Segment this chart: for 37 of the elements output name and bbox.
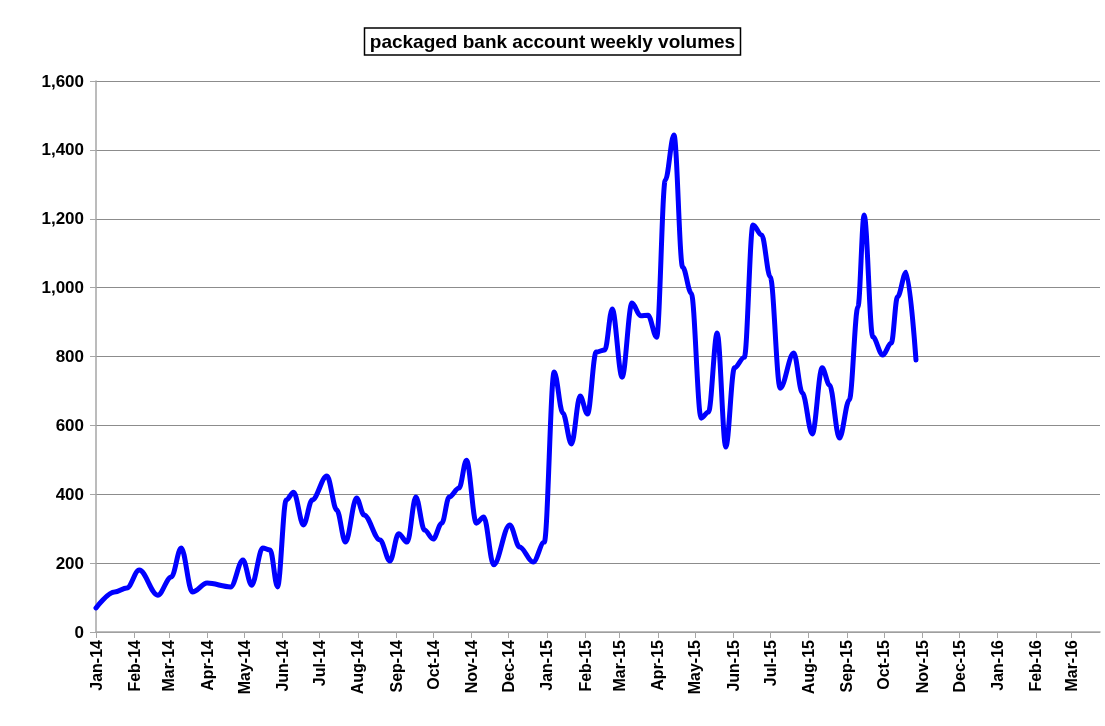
x-tick-label: Feb-15	[576, 639, 594, 692]
y-tick-label: 400	[55, 484, 84, 504]
x-tick-label: Nov-14	[462, 639, 480, 694]
x-tick-label: Dec-14	[499, 639, 517, 693]
x-tick-label: Feb-16	[1027, 639, 1045, 692]
x-tick-label: Jul-14	[311, 639, 329, 687]
x-tick-label: Dec-15	[950, 639, 968, 693]
y-tick-label: 600	[55, 415, 84, 435]
x-tick-label: Jan-15	[538, 639, 556, 691]
x-tick-label: Jun-14	[273, 639, 291, 692]
x-tick-label: Feb-14	[125, 639, 143, 692]
chart-title: packaged bank account weekly volumes	[369, 31, 736, 52]
y-tick-label: 1,600	[41, 71, 84, 91]
x-tick-label: Sep-15	[838, 639, 856, 693]
x-tick-label: Jan-14	[87, 639, 105, 691]
x-tick-label: Jun-15	[724, 639, 742, 692]
x-tick-label: Sep-14	[387, 639, 405, 693]
x-tick-label: Aug-15	[800, 639, 818, 695]
x-tick-label: Aug-14	[349, 639, 367, 695]
x-tick-label: Apr-15	[649, 639, 667, 691]
x-tick-label: Oct-14	[424, 639, 442, 690]
x-tick-label: May-15	[686, 639, 704, 695]
y-tick-label: 1,200	[41, 209, 84, 229]
y-tick-label: 1,400	[41, 140, 84, 160]
x-tick-label: Oct-15	[875, 639, 893, 690]
y-tick-label: 200	[55, 553, 84, 573]
y-tick-label: 0	[74, 622, 84, 642]
x-tick-label: May-14	[235, 639, 253, 695]
x-tick-label: Nov-15	[913, 639, 931, 694]
x-tick-label: Mar-15	[611, 639, 629, 692]
x-tick-label: Apr-14	[198, 639, 216, 691]
x-tick-label: Jul-15	[761, 639, 779, 687]
x-tick-label: Jan-16	[989, 639, 1006, 691]
y-tick-label: 800	[55, 347, 84, 366]
x-tick-label: Mar-16	[1063, 639, 1081, 692]
y-tick-label: 1,000	[41, 278, 84, 298]
x-tick-label: Mar-14	[160, 639, 178, 692]
